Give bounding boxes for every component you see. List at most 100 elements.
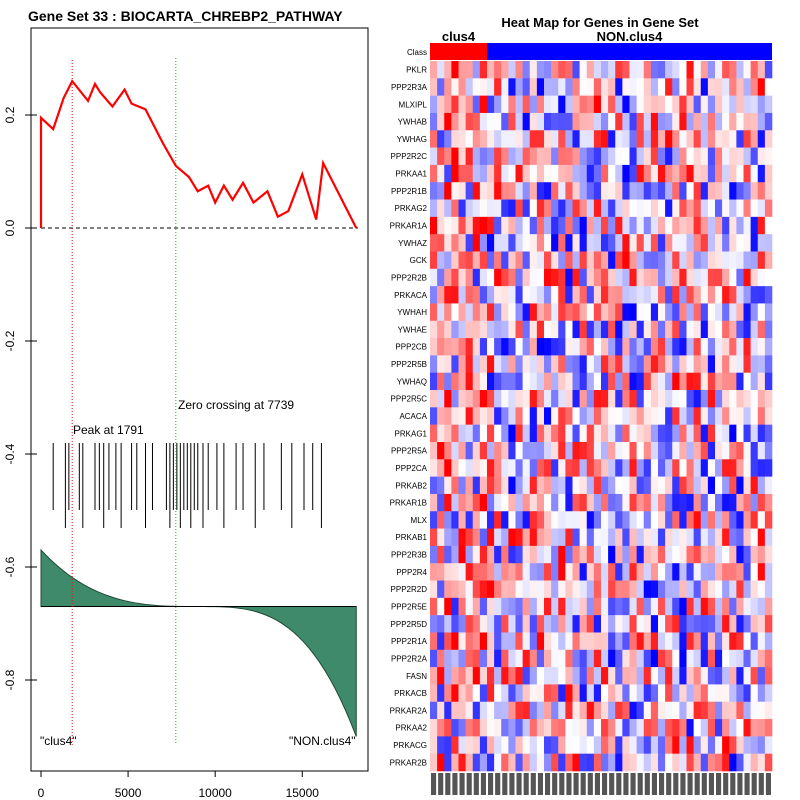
heatmap-cell bbox=[764, 719, 773, 737]
heatmap-cell bbox=[565, 441, 573, 460]
heatmap-cell bbox=[522, 719, 531, 737]
heatmap-cell bbox=[615, 390, 623, 408]
heatmap-cell bbox=[515, 78, 523, 96]
heatmap-cell bbox=[572, 684, 580, 703]
heatmap-cell bbox=[722, 476, 730, 495]
heatmap-cell bbox=[515, 424, 523, 443]
heatmap-cell bbox=[558, 286, 566, 304]
heatmap-cell bbox=[743, 441, 751, 460]
heatmap-cell bbox=[700, 701, 709, 720]
running-es-line bbox=[39, 79, 358, 229]
heatmap-cell bbox=[601, 615, 609, 633]
heatmap-cell bbox=[686, 459, 694, 477]
heatmap-cell bbox=[544, 459, 552, 477]
heatmap-cell bbox=[465, 216, 474, 235]
heatmap-cell bbox=[458, 95, 466, 114]
heatmap-cell bbox=[615, 753, 623, 772]
heatmap-cell bbox=[586, 234, 595, 252]
gene-label: YWHAE bbox=[398, 325, 427, 334]
heatmap-cell bbox=[529, 545, 538, 564]
heatmap-cell bbox=[764, 112, 773, 131]
heatmap-cell bbox=[729, 216, 737, 235]
heatmap-cell bbox=[750, 563, 759, 581]
heatmap-cell bbox=[508, 441, 516, 460]
heatmap-cell bbox=[558, 216, 566, 235]
heatmap-cell bbox=[465, 112, 474, 131]
heatmap-cell bbox=[679, 199, 687, 218]
heatmap-cell bbox=[558, 459, 566, 477]
heatmap-cell bbox=[558, 736, 566, 754]
heatmap-cell bbox=[508, 95, 516, 114]
heatmap-cell bbox=[593, 234, 602, 252]
heatmap-cell bbox=[430, 441, 438, 460]
heatmap-cell bbox=[707, 390, 716, 408]
heatmap-cell bbox=[536, 147, 545, 166]
heatmap-cell bbox=[544, 130, 552, 148]
heatmap-cell bbox=[650, 632, 659, 651]
heatmap-cell bbox=[643, 476, 652, 495]
heatmap-cell bbox=[451, 303, 459, 322]
heatmap-cell bbox=[472, 95, 481, 114]
heatmap-cell bbox=[686, 390, 694, 408]
heatmap-cell bbox=[451, 545, 459, 564]
heatmap-cell bbox=[636, 182, 645, 200]
heatmap-cell bbox=[743, 615, 751, 633]
heatmap-cell bbox=[529, 320, 538, 339]
heatmap-cell bbox=[757, 424, 766, 443]
heatmap-cell bbox=[636, 441, 645, 460]
heatmap-cell bbox=[750, 355, 759, 374]
heatmap-cell bbox=[693, 78, 702, 96]
heatmap-cell bbox=[629, 355, 637, 374]
heatmap-cell bbox=[608, 251, 616, 270]
heatmap-cell bbox=[458, 355, 466, 374]
gene-label: PPP2R5A bbox=[391, 447, 428, 456]
sample-label-stub bbox=[666, 773, 672, 795]
heatmap-cell bbox=[601, 130, 609, 148]
heatmap-cell bbox=[764, 528, 773, 547]
heatmap-cell bbox=[601, 182, 609, 200]
heatmap-cell bbox=[736, 407, 744, 425]
heatmap-cell bbox=[693, 338, 702, 356]
sample-label-stub bbox=[602, 773, 608, 795]
heatmap-cell bbox=[487, 372, 495, 391]
heatmap-cell bbox=[693, 597, 702, 616]
heatmap-cell bbox=[579, 147, 588, 166]
heatmap-cell bbox=[686, 649, 694, 668]
heatmap-cell bbox=[615, 303, 623, 322]
heatmap-cell bbox=[572, 182, 580, 200]
heatmap-cell bbox=[736, 199, 744, 218]
gene-label: PRKACB bbox=[394, 689, 427, 698]
heatmap-cell bbox=[743, 736, 751, 754]
heatmap-cell bbox=[615, 476, 623, 495]
heatmap-cell bbox=[679, 632, 687, 651]
heatmap-cell bbox=[700, 268, 709, 287]
heatmap-cell bbox=[536, 563, 545, 581]
heatmap-cell bbox=[715, 164, 723, 183]
heatmap-cell bbox=[593, 580, 602, 599]
heatmap-cell bbox=[672, 286, 680, 304]
heatmap-cell bbox=[522, 199, 531, 218]
heatmap-cell bbox=[465, 753, 474, 772]
heatmap-cell bbox=[437, 563, 445, 581]
heatmap-cell bbox=[536, 338, 545, 356]
heatmap-cell bbox=[479, 355, 488, 374]
heatmap-cell bbox=[729, 528, 737, 547]
heatmap-cell bbox=[572, 61, 580, 79]
heatmap-cell bbox=[679, 182, 687, 200]
heatmap-cell bbox=[515, 459, 523, 477]
heatmap-cell bbox=[479, 164, 488, 183]
heatmap-cell bbox=[536, 112, 545, 131]
heatmap-cell bbox=[686, 736, 694, 754]
heatmap-cell bbox=[472, 286, 481, 304]
heatmap-cell bbox=[430, 667, 438, 685]
heatmap-cell bbox=[465, 615, 474, 633]
heatmap-cell bbox=[615, 78, 623, 96]
heatmap-cell bbox=[508, 684, 516, 703]
heatmap-cell bbox=[544, 303, 552, 322]
heatmap-cell bbox=[522, 753, 531, 772]
heatmap-cell bbox=[743, 597, 751, 616]
heatmap-cell bbox=[622, 164, 630, 183]
heatmap-cell bbox=[572, 476, 580, 495]
heatmap-cell bbox=[622, 199, 630, 218]
heatmap-cell bbox=[729, 407, 737, 425]
